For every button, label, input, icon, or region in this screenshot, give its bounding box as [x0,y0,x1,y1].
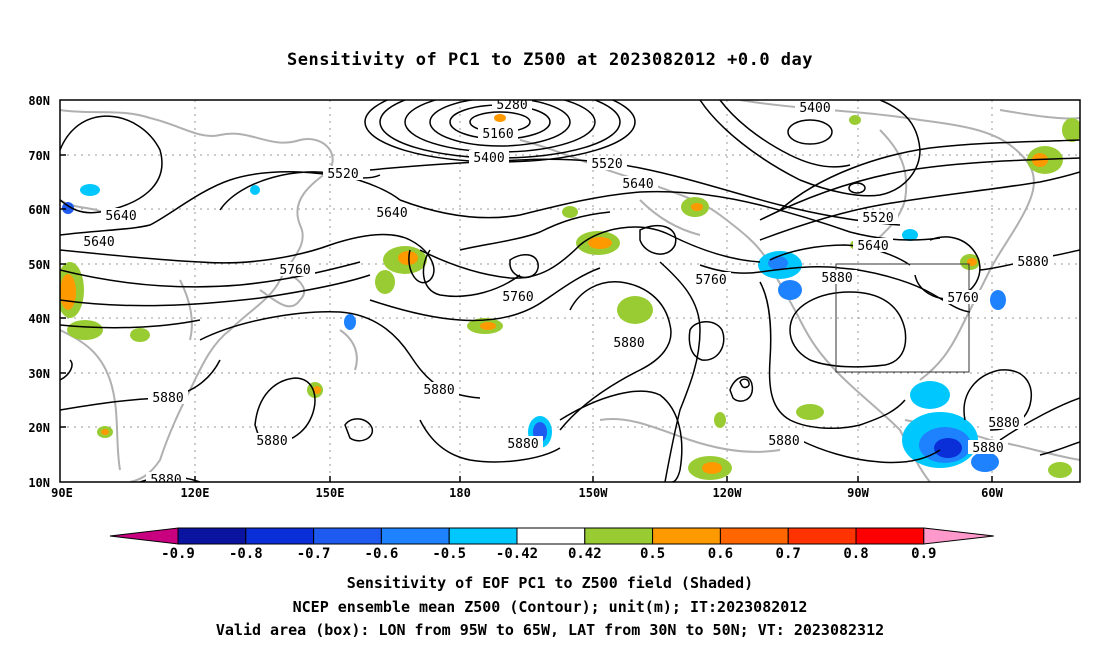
contour-label: 5880 [972,441,1003,456]
contour-label: 5400 [799,101,830,116]
colorbar [109,527,994,545]
colorbar-label: 0.5 [640,546,665,562]
lon-label: 120E [181,486,210,500]
colorbar-segment [313,527,382,545]
contour-label: 5880 [613,336,644,351]
contour-label: 5880 [423,383,454,398]
contour-label: 5880 [768,434,799,449]
contour-label: 5640 [83,235,114,250]
contour-label: 5880 [821,271,852,286]
contour-label: 5520 [591,157,622,172]
contour-label: 5520 [327,167,358,182]
colorbar-segment [448,527,518,545]
colorbar-label: 0.42 [568,546,602,562]
colorbar-segment [923,527,994,545]
colorbar-label: 0.6 [708,546,733,562]
colorbar-label: -0.7 [297,546,331,562]
colorbar-segment [787,527,857,545]
z500-contours [60,100,1080,482]
map-frame [59,99,1081,483]
colorbar-label: 0.8 [843,546,868,562]
lat-label: 60N [28,203,50,217]
lat-label: 70N [28,149,50,163]
contour-label: 5160 [482,127,513,142]
gridlines [60,100,1080,482]
contour-label: 5880 [152,391,183,406]
contour-label: 5760 [947,291,978,306]
lat-label: 50N [28,258,50,272]
contour-label: 5880 [256,434,287,449]
colorbar-labels: -0.9 -0.8 -0.7 -0.6 -0.5 -0.42 0.42 0.5 0.6 0.7 0.… [161,546,936,562]
contour-label-group: 5280 5160 5400 5520 5640 5400 5520 5640 … [79,98,1053,488]
lat-label: 10N [28,476,50,490]
colorbar-label: -0.5 [432,546,466,562]
lon-label: 150W [579,486,609,500]
contour-label: 5640 [105,209,136,224]
contour-label: 5280 [496,98,527,113]
colorbar-segment [584,527,654,545]
contour-label: 5520 [862,211,893,226]
lat-label: 40N [28,312,50,326]
contour-label: 5400 [473,151,504,166]
colorbar-segment [177,527,247,545]
contour-label: 5640 [857,239,888,254]
colorbar-segment [855,527,925,545]
caption-shaded: Sensitivity of EOF PC1 to Z500 field (Sh… [346,574,754,592]
contour-label: 5640 [376,206,407,221]
contour-label: 5760 [695,273,726,288]
caption-valid-area: Valid area (box): LON from 95W to 65W, L… [215,621,885,639]
contour-label: 5880 [1017,255,1048,270]
map-title: Sensitivity of PC1 to Z500 at 2023082012… [286,50,813,70]
contour-label: 5880 [507,437,538,452]
caption-contour: NCEP ensemble mean Z500 (Contour); unit(… [292,598,808,616]
lat-label: 80N [28,94,50,108]
contour-label: 5880 [988,416,1019,431]
colorbar-segment [719,527,789,545]
colorbar-label: -0.8 [229,546,263,562]
colorbar-label: 0.9 [911,546,936,562]
coastlines [60,100,1080,482]
contour-label: 5760 [502,290,533,305]
colorbar-segment [109,527,179,545]
colorbar-label: -0.6 [365,546,399,562]
colorbar-segment [516,527,586,545]
lat-label: 20N [28,421,50,435]
colorbar-segment [245,527,315,545]
lon-label: 150E [316,486,345,500]
lon-label: 90E [51,486,73,500]
valid-area-box [835,263,970,373]
lat-label: 30N [28,367,50,381]
contour-label: 5880 [150,473,181,488]
colorbar-segment [380,527,450,545]
lon-label: 60W [981,486,1003,500]
colorbar-label: -0.9 [161,546,195,562]
contour-label: 5640 [622,177,653,192]
lon-label: 120W [713,486,743,500]
colorbar-label: 0.7 [776,546,801,562]
contour-label: 5760 [279,263,310,278]
lon-label: 90W [847,486,869,500]
lon-label: 180 [449,486,471,500]
colorbar-label: -0.42 [496,546,538,562]
colorbar-segment [652,527,721,545]
